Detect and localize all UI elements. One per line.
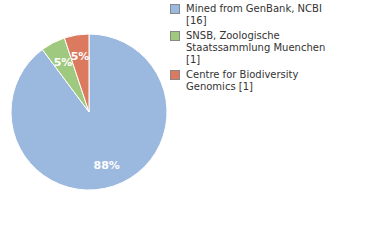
- html-text:Centre for Biodiversity Genomi: Centre for Biodiversity Genomics [1]: [186, 69, 299, 92]
- svg-text:5%: 5%: [54, 56, 73, 69]
- svg-text:88%: 88%: [94, 159, 120, 172]
- svg-text:5%: 5%: [71, 50, 90, 63]
- html-text:SNSB, Zoologische Staatssammlu: SNSB, Zoologische Staatssammlung Muenche…: [186, 30, 326, 65]
- html-text:Mined from GenBank, NCBI [16]: Mined from GenBank, NCBI [16]: [186, 3, 322, 26]
